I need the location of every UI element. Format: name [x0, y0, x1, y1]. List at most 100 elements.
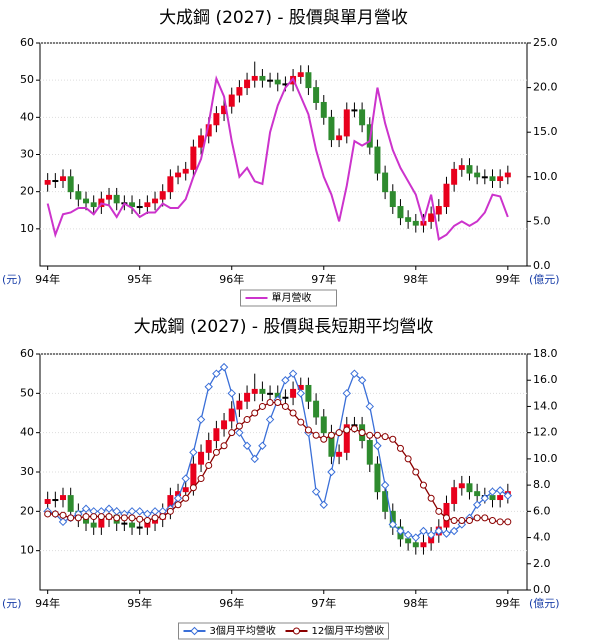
point [166, 507, 174, 515]
y-tick-label: 20 [20, 185, 34, 198]
point [366, 431, 374, 439]
y-axis-label: (元) [2, 273, 22, 286]
point [266, 399, 274, 407]
candle-body [44, 499, 51, 504]
point [90, 513, 98, 521]
candle-body [374, 463, 381, 493]
point [297, 418, 305, 426]
point [44, 510, 52, 518]
x-tick-label: 94年 [35, 596, 60, 610]
candle-body [190, 463, 197, 489]
point [136, 515, 144, 523]
point [104, 504, 114, 513]
x-tick-label: 99年 [495, 272, 520, 286]
candle-body [359, 109, 366, 126]
candle-body [75, 191, 82, 200]
candle-body [144, 202, 151, 208]
point [480, 494, 490, 503]
point [293, 627, 300, 635]
point [135, 507, 144, 516]
candle-body [159, 191, 166, 200]
candle-body [466, 483, 473, 493]
point [481, 514, 489, 522]
point [442, 514, 450, 522]
point [442, 529, 451, 538]
y2-tick-label: 2.0 [533, 557, 551, 570]
point [250, 454, 259, 464]
candle-body [67, 495, 74, 512]
x-tick-label: 98年 [403, 596, 428, 610]
point [412, 468, 420, 476]
candle-body [113, 194, 120, 204]
candle-body [213, 428, 220, 442]
point [251, 409, 259, 417]
point [373, 441, 382, 450]
point [380, 480, 390, 490]
legend-label: 12個月平均營收 [312, 624, 385, 637]
y-tick-label: 60 [20, 347, 34, 360]
x-tick-label: 95年 [127, 596, 152, 610]
candle-body [251, 75, 258, 81]
candle-body [382, 491, 389, 512]
legend-box [240, 289, 337, 307]
point [59, 511, 67, 519]
candle-body [282, 396, 289, 399]
candle-body [274, 79, 281, 85]
candle-body [236, 400, 243, 410]
point [488, 517, 496, 525]
candle-body [443, 183, 450, 208]
candle-body [305, 72, 312, 89]
point [196, 415, 206, 424]
point [58, 517, 68, 527]
point [472, 500, 482, 509]
x-tick-label: 97年 [311, 596, 336, 610]
candle-body [497, 176, 504, 182]
point [281, 402, 289, 410]
y2-axis-label: (億元) [529, 597, 560, 610]
point [274, 399, 282, 407]
point [182, 494, 190, 502]
point [327, 431, 335, 439]
point [449, 526, 459, 536]
y-tick-label: 30 [20, 148, 34, 161]
candle-body [228, 408, 235, 422]
candle-body [136, 526, 143, 529]
y-tick-label: 50 [20, 73, 34, 86]
y2-tick-label: 25.0 [533, 36, 558, 49]
point [174, 501, 182, 509]
candle-body [397, 206, 404, 219]
candle-body [44, 180, 51, 185]
candle-body [466, 165, 473, 174]
y-tick-label: 20 [20, 504, 34, 517]
candle-body [244, 392, 251, 402]
y2-tick-label: 8.0 [533, 478, 551, 491]
point [143, 517, 151, 525]
candle-body [152, 198, 159, 204]
candle-body [60, 495, 67, 501]
y-tick-label: 50 [20, 386, 34, 399]
point [473, 514, 481, 522]
candle-body [313, 400, 320, 418]
candle-body [297, 72, 304, 77]
candle-body [412, 542, 419, 548]
y2-tick-label: 4.0 [533, 531, 551, 544]
candle-body [458, 165, 465, 170]
point [128, 514, 136, 522]
x-tick-label: 97年 [311, 272, 336, 286]
candle-body [259, 388, 266, 394]
point [488, 487, 497, 496]
point [434, 526, 444, 536]
candle-body [428, 213, 435, 222]
point [74, 514, 82, 522]
y2-tick-label: 14.0 [533, 399, 558, 412]
candle-body [405, 538, 412, 544]
candle-body [412, 220, 419, 226]
point [212, 448, 220, 456]
point [97, 513, 105, 521]
x-tick-label: 98年 [403, 272, 428, 286]
point [495, 486, 505, 495]
candle-body [405, 217, 412, 222]
x-tick-label: 95年 [127, 272, 152, 286]
point [243, 416, 251, 424]
point [205, 461, 213, 469]
